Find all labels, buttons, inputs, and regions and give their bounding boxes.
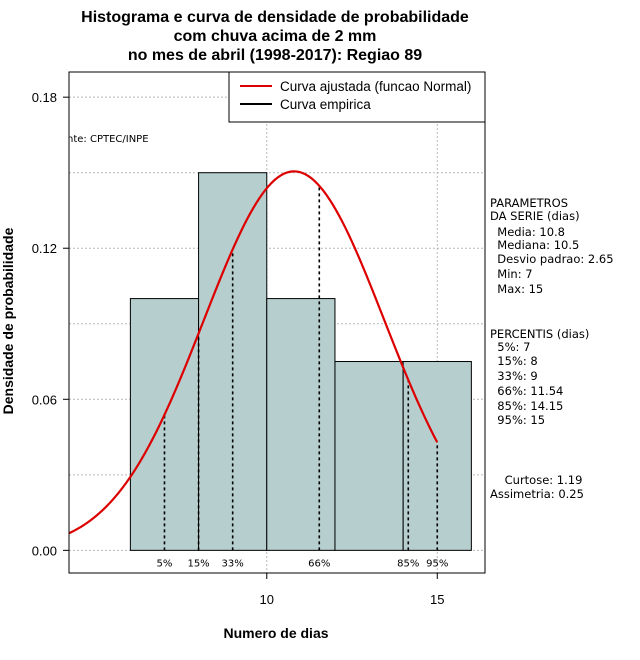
y-axis-label: Densidade de probabilidade	[0, 227, 16, 414]
source-note-clip: nte: CPTEC/INPE	[67, 134, 149, 145]
percentil-line: PERCENTIS (dias)	[490, 327, 589, 341]
y-tick-label: 0.06	[32, 392, 57, 407]
percentile-marker-label: 33%	[222, 558, 244, 569]
normal-fit-curve	[68, 170, 439, 535]
chart-title-line-2: com chuva acima de 2 mm	[174, 28, 377, 45]
param-line: DA SERIE (dias)	[490, 209, 580, 223]
side-panel-stats: Curtose: 1.19 Assimetria: 0.25	[490, 473, 584, 501]
param-line: Desvio padrao: 2.65	[490, 252, 614, 266]
legend-label-normal: Curva ajustada (funcao Normal)	[280, 79, 471, 94]
param-line: Min: 7	[490, 267, 533, 281]
stats-line: Assimetria: 0.25	[490, 487, 584, 501]
param-line: Mediana: 10.5	[490, 238, 579, 252]
y-tick-label: 0.12	[32, 241, 57, 256]
param-line: Media: 10.8	[490, 225, 565, 239]
histogram-bar	[266, 298, 336, 551]
histogram-bar	[334, 361, 404, 551]
chart-title-line-1: Histograma e curva de densidade de proba…	[81, 9, 469, 26]
percentil-line: 15%: 8	[490, 354, 538, 368]
percentil-line: 85%: 14.15	[490, 399, 563, 413]
x-tick-label: 10	[260, 592, 274, 607]
plot-area: 5% 15% 33% 66% 85% 95% 10 15 0.00 0.06 0.12 0.18	[32, 71, 486, 607]
x-axis-label: Numero de dias	[223, 625, 328, 641]
side-panel-percentis: PERCENTIS (dias) 5%: 7 15%: 8 33%: 9 66%…	[490, 327, 589, 427]
y-tick-label: 0.18	[32, 90, 57, 105]
side-panel-parametros: PARAMETROS DA SERIE (dias) Media: 10.8 M…	[490, 196, 614, 296]
percentil-line: 66%: 11.54	[490, 384, 563, 398]
x-tick-label: 15	[430, 592, 444, 607]
percentile-marker-label: 66%	[308, 558, 330, 569]
param-line: Max: 15	[490, 282, 543, 296]
percentile-marker-label: 5%	[157, 558, 173, 569]
param-line: PARAMETROS	[490, 196, 568, 210]
chart-title-line-3: no mes de abril (1998-2017): Regiao 89	[128, 47, 422, 64]
stats-line: Curtose: 1.19	[490, 473, 582, 487]
percentil-line: 5%: 7	[490, 340, 530, 354]
legend-box	[228, 71, 486, 123]
percentile-marker-label: 85%	[397, 558, 419, 569]
percentile-marker-label: 95%	[426, 558, 448, 569]
source-note: nte: CPTEC/INPE	[67, 134, 149, 145]
percentil-line: 33%: 9	[490, 369, 538, 383]
y-tick-label: 0.00	[32, 543, 57, 558]
legend: Curva ajustada (funcao Normal) Curva emp…	[228, 71, 486, 123]
percentile-marker-label: 15%	[187, 558, 209, 569]
percentil-line: 95%: 15	[490, 413, 545, 427]
legend-label-empirica: Curva empirica	[280, 97, 371, 112]
